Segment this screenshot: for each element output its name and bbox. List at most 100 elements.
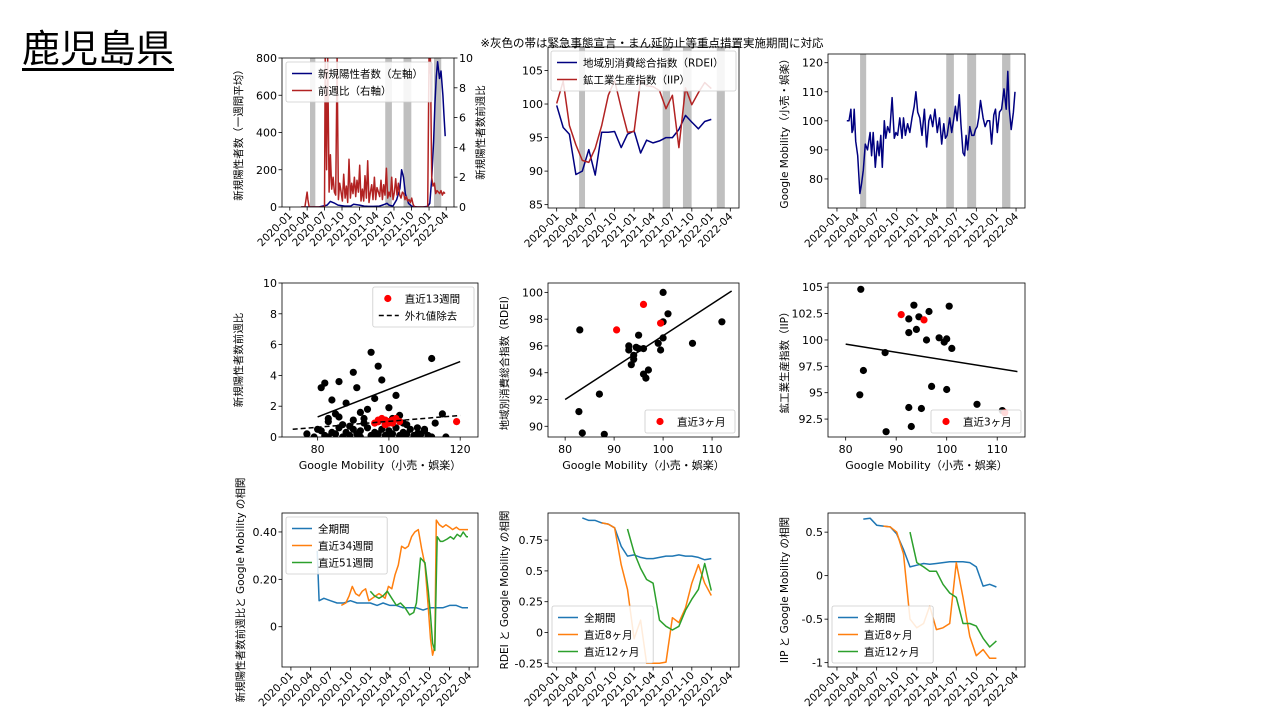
y-axis-label: Google Mobility（小売・娯楽） xyxy=(778,53,791,208)
scatter-point xyxy=(360,414,368,423)
y-tick-label: 0 xyxy=(536,627,543,640)
legend-label: 鉱工業生産指数（IIP） xyxy=(583,74,690,87)
y-tick-label: 94 xyxy=(529,367,543,380)
series-line xyxy=(863,517,997,588)
y2-tick-label: 8 xyxy=(459,82,466,95)
axes-frame xyxy=(827,512,1026,668)
scatter-point xyxy=(378,376,386,384)
scatter-point xyxy=(385,433,393,437)
legend-label: 全期間 xyxy=(318,523,350,536)
y-tick-label: -1 xyxy=(812,657,823,670)
plot-area xyxy=(582,517,713,665)
scatter-point xyxy=(363,424,372,432)
x-axis-label: Google Mobility（小売・娯楽） xyxy=(845,458,1007,472)
scatter-point xyxy=(335,378,343,386)
scatter-point xyxy=(627,361,635,369)
scatter-point xyxy=(396,418,404,426)
scatter-point xyxy=(576,326,584,334)
y-axis-label: 新規陽性者数前週比 xyxy=(232,313,245,408)
scatter-point xyxy=(356,433,364,437)
y-tick-label: 0.25 xyxy=(519,596,544,609)
x-tick-label: 90 xyxy=(889,443,903,456)
series-line xyxy=(909,531,997,648)
y-tick-label: 120 xyxy=(802,57,823,70)
y-tick-label: 90 xyxy=(529,420,543,433)
scatter-point xyxy=(943,335,951,343)
y2-tick-label: 0 xyxy=(459,201,466,214)
y-tick-label: 97.5 xyxy=(799,360,824,373)
scatter-point xyxy=(374,418,382,426)
x-tick-label: 100 xyxy=(936,443,957,456)
series-line xyxy=(369,531,468,652)
scatter-point xyxy=(413,424,421,432)
scatter-point xyxy=(905,403,913,412)
legend-box xyxy=(831,605,934,664)
series-line xyxy=(301,60,446,207)
scatter-point xyxy=(935,334,943,342)
scatter-point xyxy=(857,285,865,293)
scatter-point xyxy=(912,325,921,333)
plot-area xyxy=(564,288,733,437)
y-tick-label: 100 xyxy=(802,115,823,128)
series-line xyxy=(846,70,1016,195)
trend-line xyxy=(564,290,733,401)
y-tick-label: 96 xyxy=(529,340,543,353)
scatter-point xyxy=(428,354,436,363)
chart-mobility: 80901001101202020-012020-042020-072020-1… xyxy=(778,53,1026,250)
y-tick-label: 92.5 xyxy=(799,413,824,426)
emergency-band xyxy=(310,58,316,207)
emergency-band xyxy=(433,58,442,207)
y-tick-label: 8 xyxy=(270,308,277,321)
scatter-point xyxy=(363,405,372,413)
scatter-point xyxy=(303,430,311,437)
scatter-point xyxy=(897,311,905,319)
chart-rdei_iip: 8590951001052020-012020-042020-072020-10… xyxy=(522,46,740,250)
x-tick-label: 80 xyxy=(839,443,853,456)
x-tick-label: 80 xyxy=(558,443,572,456)
y-tick-label: 0.5 xyxy=(526,565,544,578)
scatter-point xyxy=(907,422,915,431)
scatter-point xyxy=(642,374,650,382)
scatter-point xyxy=(635,331,643,339)
scatter-point xyxy=(328,396,336,404)
axes-frame xyxy=(827,282,1026,438)
y-axis-label: 新規陽性者数前週比と Google Mobility の相関 xyxy=(234,478,247,703)
legend: 地域別消費総合指数（RDEI） 鉱工業生産指数（IIP） xyxy=(550,50,737,92)
y-tick-label: 0 xyxy=(270,621,277,634)
y-axis-label: 鉱工業生産指数（IIP） xyxy=(778,306,791,413)
scatter-point xyxy=(367,348,375,356)
legend-marker xyxy=(384,294,392,303)
x-tick-label: 110 xyxy=(702,443,723,456)
scatter-point xyxy=(388,416,397,424)
emergency-band xyxy=(860,54,867,208)
scatter-point xyxy=(413,433,421,437)
scatter-point xyxy=(859,366,868,375)
legend-label: 直近3ヶ月 xyxy=(677,416,726,429)
scatter-point xyxy=(600,430,608,437)
legend-label: 直近3ヶ月 xyxy=(963,416,1012,429)
series-line xyxy=(301,58,446,207)
scatter-point xyxy=(654,339,662,347)
scatter-point xyxy=(331,430,340,437)
axes-frame xyxy=(547,512,740,668)
scatter-point xyxy=(442,433,450,437)
scatter-point xyxy=(910,301,918,309)
y-tick-label: 600 xyxy=(256,89,277,102)
legend-label: 全期間 xyxy=(864,612,896,625)
scatter-point xyxy=(349,368,357,376)
scatter-point xyxy=(595,390,604,398)
y-tick-label: 100 xyxy=(522,98,543,111)
emergency-band xyxy=(662,47,671,208)
axes-frame xyxy=(281,282,479,438)
scatter-point xyxy=(625,346,633,354)
series-line xyxy=(582,517,712,561)
legend-label: 地域別消費総合指数（RDEI） xyxy=(583,57,724,70)
x-axis-label: Google Mobility（小売・娯楽） xyxy=(299,458,461,472)
y-tick-label: 0.20 xyxy=(253,573,278,586)
scatter-point xyxy=(920,316,928,324)
y-axis-label: 地域別消費総合指数（RDEI） xyxy=(498,290,511,431)
y-tick-label: 100 xyxy=(522,286,543,299)
legend-box xyxy=(930,409,1022,434)
x-axis-label: Google Mobility（小売・娯楽） xyxy=(562,458,724,472)
scatter-point xyxy=(657,319,665,327)
